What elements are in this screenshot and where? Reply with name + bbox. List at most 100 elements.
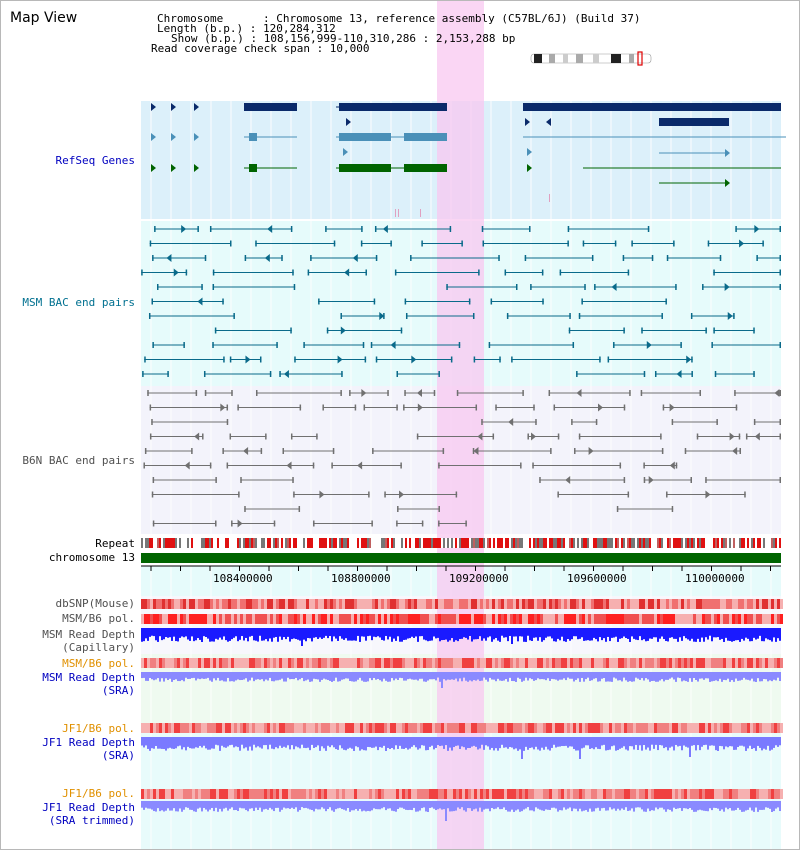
- polymorphism-heat-cell: [579, 789, 582, 799]
- read-depth-bar: [155, 737, 157, 746]
- polymorphism-heat-cell: [351, 723, 354, 733]
- polymorphism-heat-cell: [519, 789, 522, 799]
- polymorphism-heat-cell: [339, 789, 342, 799]
- repeat-element: [405, 538, 407, 548]
- read-depth-bar: [231, 737, 233, 745]
- strand-arrow: [648, 476, 654, 484]
- read-depth-bar: [149, 801, 151, 809]
- bac-end: [375, 255, 378, 261]
- polymorphism-heat-cell: [606, 599, 609, 609]
- read-depth-bar: [327, 672, 329, 681]
- read-depth-bar: [209, 737, 211, 750]
- read-depth-bar: [361, 672, 363, 681]
- read-depth-bar: [203, 737, 205, 746]
- read-depth-bar: [401, 801, 403, 808]
- read-depth-bar: [619, 672, 621, 681]
- strand-arrow: [576, 389, 582, 397]
- bac-end: [222, 298, 224, 305]
- read-depth-bar: [773, 628, 775, 638]
- polymorphism-heat-cell: [540, 723, 543, 733]
- read-depth-bar: [449, 628, 451, 641]
- polymorphism-heat-cell: [393, 599, 396, 609]
- read-depth-bar: [543, 672, 545, 680]
- read-depth-bar: [751, 801, 753, 811]
- polymorphism-heat-cell: [618, 614, 621, 624]
- bac-end: [405, 313, 408, 319]
- bac-end: [541, 269, 544, 276]
- bac-end: [472, 313, 475, 319]
- polymorphism-heat-cell: [615, 658, 618, 668]
- polymorphism-heat-cell: [354, 614, 357, 624]
- read-depth-bar: [445, 628, 447, 640]
- polymorphism-heat-cell: [570, 789, 573, 799]
- polymorphism-heat-cell: [432, 658, 435, 668]
- polymorphism-heat-cell: [168, 614, 171, 624]
- polymorphism-heat-cell: [306, 789, 309, 799]
- bac-end: [331, 462, 333, 469]
- read-depth-bar: [755, 801, 757, 808]
- read-depth-bar: [453, 672, 455, 680]
- read-depth-bar: [187, 672, 189, 679]
- polymorphism-heat-cell: [366, 614, 369, 624]
- polymorphism-heat-cell: [204, 599, 207, 609]
- polymorphism-heat-cell: [738, 723, 741, 733]
- bac-end: [226, 419, 229, 425]
- bac-end: [212, 269, 215, 276]
- read-depth-bar: [181, 737, 183, 750]
- read-depth-bar: [685, 801, 687, 809]
- polymorphism-heat-cell: [447, 658, 450, 668]
- polymorphism-heat-cell: [264, 614, 267, 624]
- msm-bac-track-label[interactable]: MSM BAC end pairs: [22, 296, 135, 309]
- polymorphism-heat-cell: [486, 789, 489, 799]
- read-depth-bar: [539, 737, 541, 751]
- read-depth-bar: [323, 672, 325, 679]
- read-depth-bar: [317, 672, 319, 680]
- repeat-element: [393, 538, 395, 548]
- polymorphism-heat-cell: [561, 599, 564, 609]
- strand-arrow: [243, 447, 249, 455]
- read-depth-bar: [489, 801, 491, 812]
- bac-end: [574, 448, 576, 454]
- bac-end: [362, 342, 365, 348]
- repeat-element: [227, 538, 229, 548]
- repeat-element: [195, 538, 197, 548]
- repeat-element: [715, 538, 717, 548]
- polymorphism-heat-cell: [435, 614, 438, 624]
- repeat-element: [677, 538, 679, 548]
- repeat-element: [377, 538, 379, 548]
- read-depth-bar: [187, 801, 189, 808]
- read-depth-bar: [707, 737, 709, 750]
- bac-end: [699, 390, 701, 396]
- repeat-element: [501, 538, 503, 548]
- read-depth-bar: [643, 801, 645, 812]
- polymorphism-heat-cell: [702, 723, 705, 733]
- bac-end: [739, 448, 742, 454]
- bac-end: [299, 404, 302, 411]
- read-depth-bar: [483, 628, 485, 639]
- read-depth-bar: [207, 801, 209, 812]
- axis-tick-label: 108400000: [213, 572, 273, 585]
- read-depth-bar: [529, 628, 531, 641]
- polymorphism-heat-cell: [276, 614, 279, 624]
- polymorphism-heat-cell: [480, 599, 483, 609]
- read-depth-bar: [439, 672, 441, 682]
- repeat-element: [253, 538, 255, 548]
- repeat-element: [705, 538, 707, 548]
- polymorphism-heat-cell: [288, 658, 291, 668]
- polymorphism-heat-cell: [693, 614, 696, 624]
- read-depth-bar: [657, 801, 659, 810]
- read-depth-bar: [509, 628, 511, 636]
- read-depth-bar: [421, 737, 423, 746]
- read-depth-bar: [733, 801, 735, 811]
- bac-end: [212, 342, 214, 348]
- read-depth-bar: [237, 628, 239, 642]
- polymorphism-heat-cell: [624, 614, 627, 624]
- strand-arrow: [417, 403, 423, 412]
- polymorphism-heat-cell: [213, 614, 216, 624]
- polymorphism-heat-cell: [489, 614, 492, 624]
- b6n-bac-track-label[interactable]: B6N BAC end pairs: [22, 454, 135, 467]
- read-depth-bar: [343, 672, 345, 680]
- polymorphism-heat-cell: [705, 658, 708, 668]
- refseq-track-label[interactable]: RefSeq Genes: [55, 154, 135, 167]
